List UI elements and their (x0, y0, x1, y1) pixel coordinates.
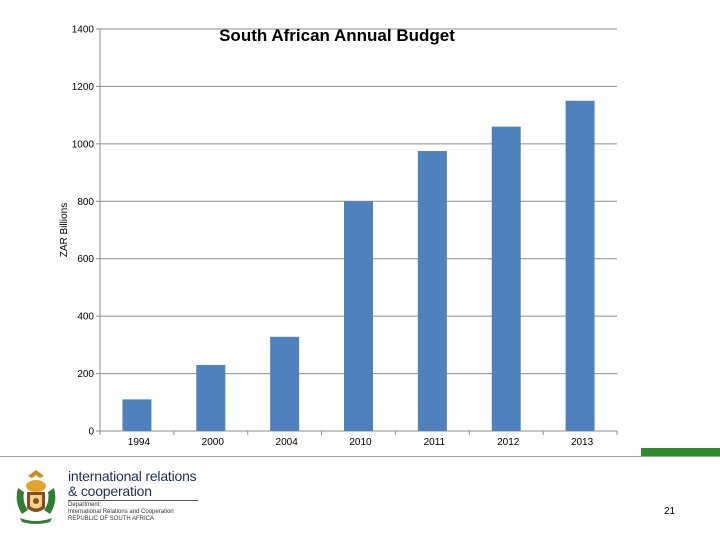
x-tick-label-2013: 2013 (571, 437, 594, 448)
x-tick-label-2012: 2012 (497, 437, 520, 448)
bar-chart: 0 200 400 600 800 1000 1200 1400 1994 2000 2004 20… (59, 25, 618, 448)
y-tick-label-0: 0 (88, 427, 94, 438)
footer-divider (0, 456, 720, 457)
logo-rule (68, 500, 198, 501)
x-tick-label-2010: 2010 (349, 437, 372, 448)
y-tick-label-200: 200 (77, 369, 94, 380)
y-tick-label-400: 400 (77, 312, 94, 323)
y-tick-label-1200: 1200 (72, 82, 95, 93)
x-tick-label-2000: 2000 (202, 437, 225, 448)
bar-2000 (196, 364, 226, 431)
y-tick-label-1400: 1400 (72, 25, 95, 36)
country-name: REPUBLIC OF SOUTH AFRICA (68, 516, 155, 522)
chart-title: South African Annual Budget (219, 26, 455, 45)
bar-2004 (270, 336, 300, 431)
org-name-line-2: & cooperation (68, 483, 152, 499)
dirco-logo: international relations & cooperation De… (10, 466, 210, 526)
bar-2013 (565, 100, 595, 432)
y-axis-label: ZAR Billions (59, 203, 70, 257)
y-tick-labels: 0 200 400 600 800 1000 1200 1400 (72, 25, 95, 438)
bar-1994 (122, 399, 152, 431)
bar-2011 (417, 151, 447, 432)
x-tick-label-2011: 2011 (424, 437, 446, 448)
chart-bars (122, 100, 595, 432)
x-tick-label-1994: 1994 (128, 437, 151, 448)
x-tick-labels: 1994 2000 2004 2010 2011 2012 2013 (128, 437, 594, 448)
department-name: International Relations and Cooperation (68, 509, 174, 515)
org-name-line-1: international relations (68, 468, 197, 484)
page-number: 21 (664, 506, 676, 517)
department-label: Department: (68, 502, 102, 508)
x-tick-label-2004: 2004 (276, 437, 299, 448)
footer-accent-bar (641, 448, 720, 456)
bar-2012 (491, 126, 521, 431)
y-tick-label-1000: 1000 (72, 139, 95, 150)
coat-of-arms-icon (16, 470, 56, 524)
y-tick-label-600: 600 (77, 254, 94, 265)
bar-2010 (344, 201, 373, 431)
y-tick-label-800: 800 (77, 197, 94, 208)
